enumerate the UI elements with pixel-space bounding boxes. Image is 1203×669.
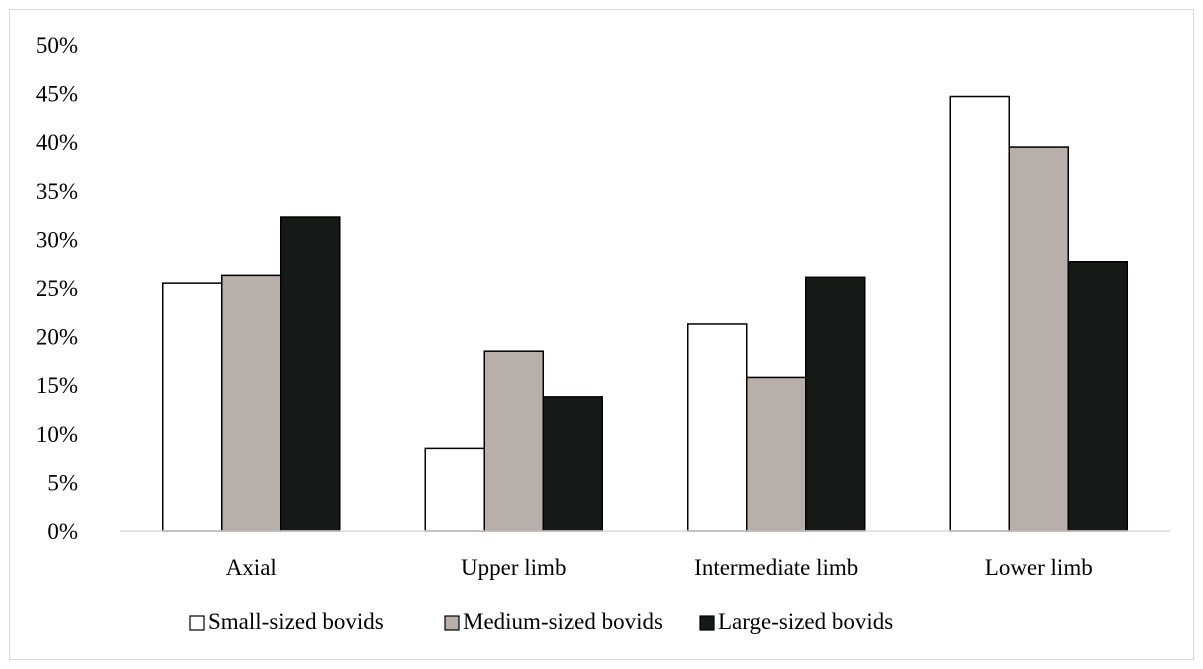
legend-swatch — [444, 615, 460, 631]
y-tick-label: 35% — [36, 179, 78, 204]
bar — [542, 396, 603, 532]
y-tick-label: 15% — [36, 373, 78, 398]
legend-swatch — [699, 615, 715, 631]
legend-label: Small-sized bovids — [208, 609, 384, 634]
y-tick-label: 20% — [36, 325, 78, 350]
y-tick-label: 25% — [36, 276, 78, 301]
bar — [687, 323, 748, 532]
bar — [1008, 146, 1069, 532]
x-category-label: Axial — [226, 555, 277, 580]
x-category-label: Intermediate limb — [694, 555, 858, 580]
y-tick-label: 10% — [36, 422, 78, 447]
bar — [483, 350, 544, 532]
bar — [1067, 261, 1128, 532]
bar — [949, 95, 1010, 532]
x-category-label: Upper limb — [461, 555, 566, 580]
bar — [280, 216, 341, 532]
y-tick-label: 0% — [47, 519, 78, 544]
legend-swatch — [189, 615, 205, 631]
legend-label: Large-sized bovids — [718, 609, 893, 634]
y-tick-label: 30% — [36, 227, 78, 252]
y-tick-label: 40% — [36, 130, 78, 155]
bar — [424, 447, 485, 532]
y-tick-label: 5% — [47, 470, 78, 495]
legend-label: Medium-sized bovids — [463, 609, 663, 634]
bar — [746, 376, 807, 532]
bar — [805, 276, 866, 532]
x-category-label: Lower limb — [985, 555, 1093, 580]
bar — [221, 274, 282, 532]
y-tick-label: 50% — [36, 33, 78, 58]
y-tick-label: 45% — [36, 82, 78, 107]
bar — [162, 282, 223, 532]
